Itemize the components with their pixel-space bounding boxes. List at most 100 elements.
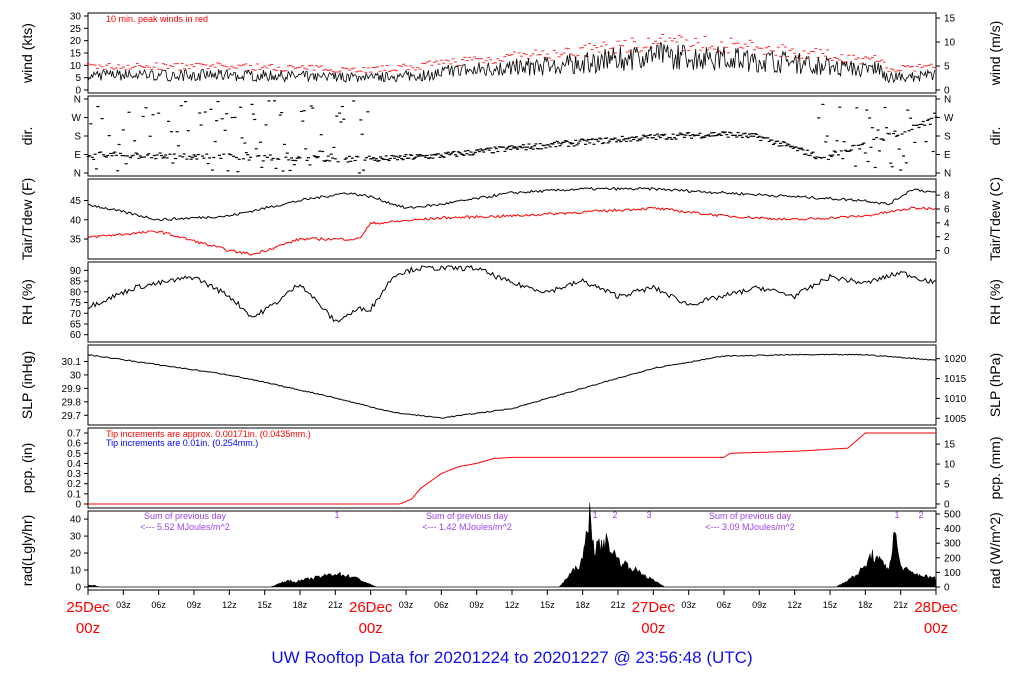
x-day-hour-label: 00z <box>359 620 383 637</box>
y-axis-label-temp: Tair/Tdew (F) <box>19 178 35 260</box>
y-tick-label: 0.2 <box>67 479 81 490</box>
y-tick-label: 0.7 <box>67 429 81 440</box>
y2-tick-label: 1010 <box>944 394 967 405</box>
y-tick-label: 35 <box>70 235 82 246</box>
y-tick-label: 30.1 <box>62 357 82 368</box>
panel-frame-rh <box>87 261 937 343</box>
y-tick-label: 20 <box>70 36 82 47</box>
temp-series-tair <box>88 186 937 222</box>
y2-tick-label: 1020 <box>944 354 967 365</box>
y-tick-label: 0 <box>75 583 81 594</box>
panel-frame-dir <box>87 95 937 177</box>
y-tick-label: 0.5 <box>67 449 81 460</box>
x-tick-label: 18z <box>575 600 590 610</box>
y2-axis-label-rh: RH (%) <box>987 279 1003 325</box>
radiation-marker: 2 <box>612 510 617 520</box>
y-tick-label: 0.1 <box>67 489 81 500</box>
pcp-series-precip <box>88 432 936 505</box>
x-day-label: 26Dec <box>349 599 393 616</box>
y2-axis-label-rad: rad (W/m^2) <box>987 512 1003 589</box>
y2-tick-label: 1015 <box>944 374 967 385</box>
y-tick-label: 40 <box>70 515 82 526</box>
slp-series-slp <box>87 353 937 419</box>
y-tick-label: 30 <box>70 370 82 381</box>
y2-tick-label: 300 <box>944 539 961 550</box>
y-tick-label: 30 <box>70 532 82 543</box>
y-tick-label: 75 <box>70 298 82 309</box>
y2-tick-label: 0 <box>944 246 950 257</box>
y2-axis-label-dir: dir. <box>987 127 1003 146</box>
x-day-hour-label: 00z <box>924 620 948 637</box>
radiation-area <box>87 502 937 588</box>
y2-tick-label: 200 <box>944 553 961 564</box>
x-tick-label: 21z <box>893 600 908 610</box>
x-day-label: 28Dec <box>914 599 958 616</box>
y-tick-label: 0.3 <box>67 469 81 480</box>
radiation-marker: 3 <box>646 510 651 520</box>
pcp-note: Tip increments are 0.01in. (0.254mm.) <box>106 438 258 448</box>
y2-tick-label: 0 <box>944 86 950 97</box>
y-axis-label-dir: dir. <box>19 127 35 146</box>
y2-tick-label: 10 <box>944 460 956 471</box>
y2-tick-label: 0 <box>944 583 950 594</box>
x-tick-label: 06z <box>434 600 449 610</box>
y-axis-label-pcp: pcp. (in) <box>19 443 35 494</box>
x-tick-label: 06z <box>717 600 732 610</box>
y-tick-label: 29.9 <box>62 384 82 395</box>
day-sum-note: Sum of previous day <box>426 511 509 521</box>
x-day-label: 27Dec <box>632 599 676 616</box>
y-tick-label: 30 <box>70 12 82 23</box>
x-day-hour-label: 00z <box>641 620 665 637</box>
x-tick-label: 18z <box>858 600 873 610</box>
y-tick-label: 0.6 <box>67 439 81 450</box>
y-tick-label: 0 <box>75 86 81 97</box>
y-tick-label: N <box>74 169 81 180</box>
x-tick-label: 12z <box>787 600 802 610</box>
x-day-label: 25Dec <box>66 599 110 616</box>
y-tick-label: 5 <box>75 73 81 84</box>
y-axis-label-rh: RH (%) <box>19 279 35 325</box>
y-tick-label: 25 <box>70 24 82 35</box>
day-sum-value: <--- 5.52 MJoules/m^2 <box>140 522 230 532</box>
x-tick-label: 09z <box>187 600 202 610</box>
y-tick-label: 60 <box>70 330 82 341</box>
x-tick-label: 21z <box>611 600 626 610</box>
y-axis-label-slp: SLP (inHg) <box>19 351 35 419</box>
y2-tick-label: 100 <box>944 568 961 579</box>
x-tick-label: 03z <box>399 600 414 610</box>
x-tick-label: 15z <box>257 600 272 610</box>
y-tick-label: 70 <box>70 309 82 320</box>
radiation-marker: 1 <box>894 510 899 520</box>
y2-tick-label: 0 <box>944 499 950 510</box>
y2-tick-label: 5 <box>944 480 950 491</box>
panel-frame-pcp <box>87 427 937 509</box>
y2-tick-label: N <box>944 95 951 106</box>
chart-title: UW Rooftop Data for 20201224 to 20201227… <box>271 648 753 667</box>
x-tick-label: 03z <box>116 600 131 610</box>
y2-tick-label: E <box>944 150 951 161</box>
x-tick-label: 03z <box>681 600 696 610</box>
y-tick-label: 15 <box>70 49 82 60</box>
radiation-marker: 2 <box>918 510 923 520</box>
panel-frame-wind <box>87 12 937 94</box>
y-tick-label: 85 <box>70 277 82 288</box>
y2-tick-label: S <box>944 132 951 143</box>
y-axis-label-rad: rad(Lgly/hr) <box>19 515 35 587</box>
x-day-hour-label: 00z <box>76 620 100 637</box>
y-tick-label: S <box>74 132 81 143</box>
y2-axis-label-slp: SLP (hPa) <box>987 353 1003 417</box>
y-tick-label: 40 <box>70 215 82 226</box>
x-tick-label: 12z <box>505 600 520 610</box>
y-tick-label: 80 <box>70 287 82 298</box>
y2-tick-label: 8 <box>944 191 950 202</box>
y-tick-label: 29.7 <box>62 411 82 422</box>
y-tick-label: 45 <box>70 196 82 207</box>
y-tick-label: 90 <box>70 266 82 277</box>
y-tick-label: 29.8 <box>62 397 82 408</box>
radiation-marker: 1 <box>334 510 339 520</box>
y2-tick-label: 2 <box>944 232 950 243</box>
day-sum-value: <--- 3.09 MJoules/m^2 <box>705 522 795 532</box>
wind-series-line <box>87 41 936 84</box>
y2-axis-label-wind: wind (m/s) <box>987 21 1003 87</box>
